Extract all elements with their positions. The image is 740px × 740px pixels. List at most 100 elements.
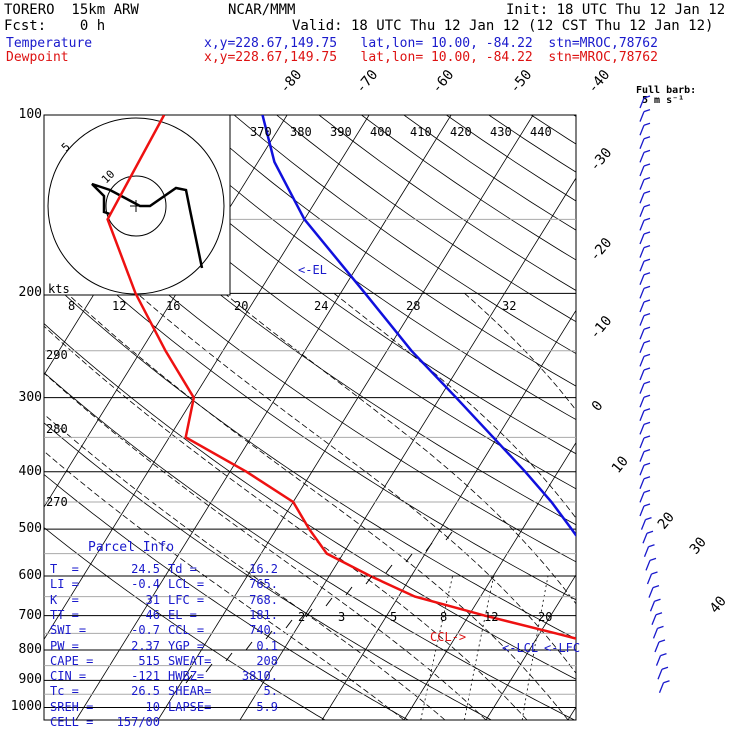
- wind-barb-10: [639, 231, 651, 245]
- wind-barb-2: [639, 122, 651, 136]
- series-dewpoint: [106, 115, 576, 640]
- annotation-3: CCL->: [430, 630, 466, 644]
- temp-tick-40: 40: [707, 593, 730, 616]
- wind-barb-39: [652, 625, 664, 639]
- wind-barb-8: [639, 204, 651, 218]
- mixing-ratio-20: [695, 576, 710, 720]
- parcel-label: SREH =: [50, 699, 94, 714]
- pressure-label-300: 300: [18, 389, 42, 405]
- tick-mark-6: [325, 597, 333, 607]
- mixing-label-upper-8: 8: [68, 299, 75, 313]
- dry-adiabat-300: [44, 275, 576, 640]
- wind-barb-22: [639, 394, 651, 408]
- isotherm--10: [403, 441, 576, 720]
- temp-tick-0: 0: [589, 398, 607, 415]
- parcel-value: 16.2: [249, 562, 278, 576]
- parcel-label: CELL =: [50, 715, 94, 729]
- parcel-label: LCL =: [168, 577, 205, 592]
- parcel-value: 46: [145, 607, 160, 622]
- parcel-row: K = 31 LFC = 768.: [50, 593, 278, 607]
- wind-barb-5: [639, 163, 651, 177]
- parcel-value: 157/00: [116, 715, 160, 729]
- dry-adiabat-390: [276, 115, 576, 323]
- moist-adiabat-0: [44, 372, 487, 720]
- barb-legend: Full barb: 5 m s⁻¹: [636, 85, 697, 106]
- pressure-label-900: 900: [18, 672, 42, 688]
- temperature-location: x,y=228.67,149.75 lat,lon= 10.00, -84.22…: [204, 36, 658, 51]
- parcel-label: EL =: [168, 607, 197, 622]
- parcel-label: CAPE =: [50, 653, 94, 668]
- wind-barb-17: [639, 326, 651, 340]
- isotherm-10: [567, 706, 576, 720]
- parcel-label: SWEAT=: [168, 653, 212, 668]
- moist-adiabat--10: [44, 450, 405, 720]
- profile-series: [106, 115, 576, 640]
- wind-barb-20: [639, 367, 651, 381]
- mixing-label-lower-5: 5: [390, 610, 397, 624]
- pressure-label-800: 800: [18, 642, 42, 658]
- dewpoint-location: x,y=228.67,149.75 lat,lon= 10.00, -84.22…: [204, 50, 658, 65]
- dry-adiabat-470: [616, 115, 740, 720]
- tick-mark-12: [205, 663, 213, 673]
- temp-tick-30: 30: [687, 534, 710, 557]
- temp-tick--30: -30: [587, 145, 616, 175]
- parcel-row: LI = -0.4 LCL = 765.: [50, 577, 278, 591]
- wind-barb-9: [639, 217, 651, 231]
- theta-label-420: 420: [450, 125, 472, 139]
- parcel-row: CAPE = 515 SWEAT= 208: [50, 654, 278, 668]
- wind-barb-28: [639, 476, 651, 490]
- mixing-label-lower-8: 8: [440, 610, 447, 624]
- wind-barb-43: [658, 680, 670, 694]
- wind-barb-36: [648, 584, 660, 598]
- wind-barb-29: [639, 489, 651, 503]
- parcel-label: HWBZ=: [168, 669, 205, 684]
- parcel-label: PW =: [50, 638, 79, 653]
- pressure-label-400: 400: [18, 463, 42, 479]
- wind-barb-16: [639, 312, 651, 326]
- wind-barb-35: [646, 571, 658, 585]
- dry-adiabat-480: [659, 115, 740, 720]
- wind-barb-42: [657, 666, 669, 680]
- parcel-label: LI =: [50, 577, 79, 592]
- mixing-label-lower-20: 20: [538, 610, 552, 624]
- wind-barb-37: [649, 598, 661, 612]
- parcel-value: 31: [145, 592, 160, 607]
- mixing-label-lower-12: 12: [484, 610, 498, 624]
- hodograph-trace: [91, 182, 204, 269]
- dry-adiabat-280: [44, 372, 575, 720]
- parcel-label: CCL =: [168, 623, 205, 638]
- wind-barb-15: [639, 299, 651, 313]
- parcel-label: SHEAR=: [168, 684, 212, 699]
- parcel-value: 765.: [249, 577, 278, 592]
- pressure-label-700: 700: [18, 607, 42, 623]
- wind-barb-18: [639, 340, 651, 354]
- temp-tick--50: -50: [507, 67, 536, 97]
- dry-adiabat-290: [44, 323, 576, 680]
- dry-adiabat-440: [488, 115, 576, 173]
- wind-barbs: [185, 95, 670, 694]
- wind-barb-23: [639, 408, 651, 422]
- parcel-value: 768.: [249, 592, 278, 607]
- parcel-label: YGP =: [168, 638, 205, 653]
- fcst-label: Fcst: 0 h: [4, 18, 106, 34]
- parcel-value: 26.5: [131, 684, 160, 699]
- mixing-label-lower-2: 2: [298, 610, 305, 624]
- tick-mark-1: [425, 542, 433, 552]
- wind-barb-26: [639, 448, 651, 462]
- parcel-row: SWI = -0.7 CCL = 740.: [50, 623, 278, 637]
- temp-tick-10: 10: [609, 453, 632, 476]
- theta-label-400: 400: [370, 125, 392, 139]
- parcel-row: CELL = 157/00: [50, 715, 278, 729]
- parcel-label: Tc =: [50, 684, 79, 699]
- wind-barb-4: [639, 149, 651, 163]
- dry-adiabat-450: [530, 115, 576, 145]
- mixing-label-upper-24: 24: [314, 299, 328, 313]
- dry-adiabat-310: [44, 228, 576, 601]
- series-temperature: [261, 115, 576, 538]
- valid-label: Valid: 18 UTC Thu 12 Jan 12 (12 CST Thu …: [292, 18, 714, 34]
- hodograph-ring-inner: [105, 175, 167, 237]
- tick-mark-4: [365, 575, 373, 585]
- annotation-2: <-LFC: [544, 641, 580, 655]
- parcel-label: K =: [50, 592, 79, 607]
